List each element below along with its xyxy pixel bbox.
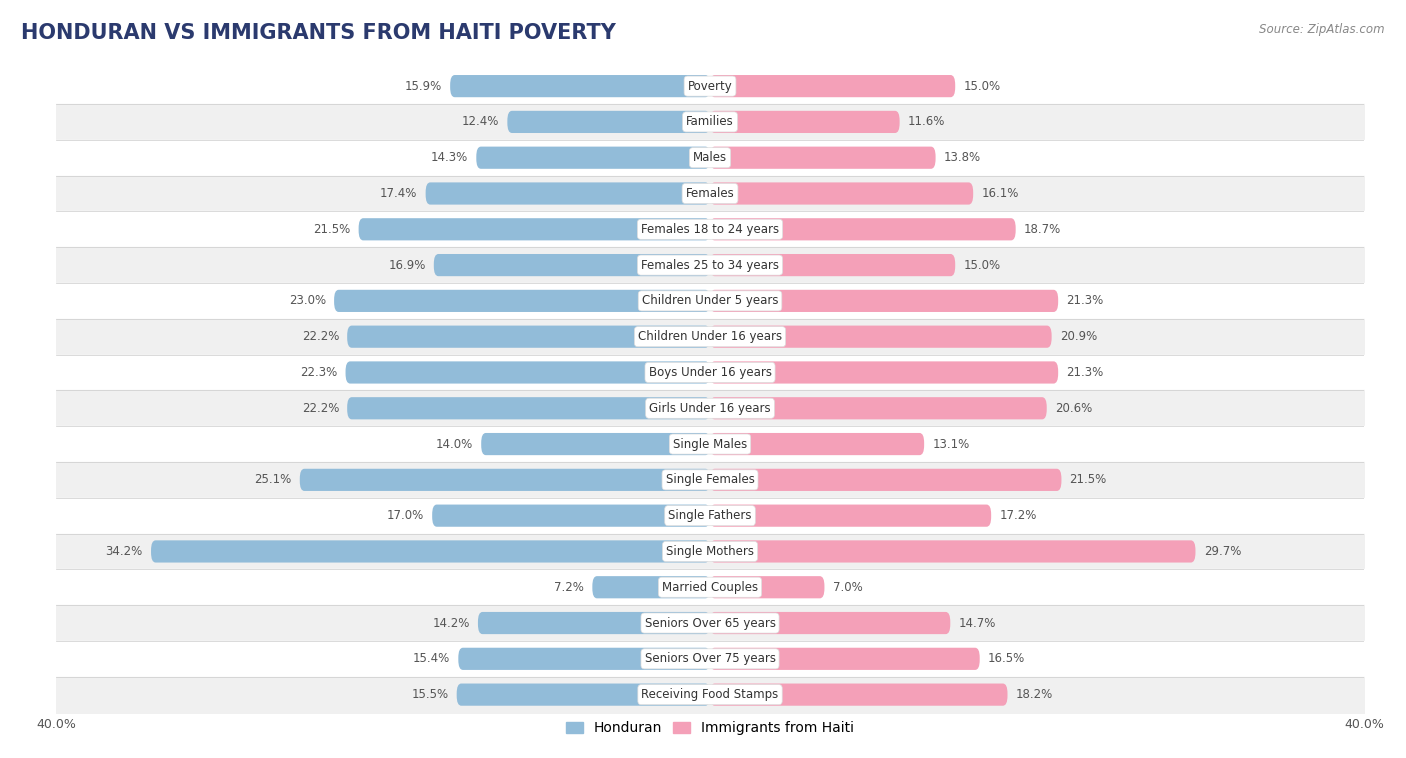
Text: Single Mothers: Single Mothers: [666, 545, 754, 558]
FancyBboxPatch shape: [426, 183, 710, 205]
Text: Seniors Over 65 years: Seniors Over 65 years: [644, 616, 776, 630]
Text: Poverty: Poverty: [688, 80, 733, 92]
Text: 21.3%: 21.3%: [1066, 366, 1104, 379]
Text: Females: Females: [686, 187, 734, 200]
Text: 17.2%: 17.2%: [1000, 509, 1036, 522]
Text: 14.0%: 14.0%: [436, 437, 472, 450]
Text: 22.2%: 22.2%: [302, 330, 339, 343]
Text: 15.0%: 15.0%: [963, 258, 1001, 271]
FancyBboxPatch shape: [335, 290, 710, 312]
Text: 14.3%: 14.3%: [430, 151, 468, 164]
Text: Single Males: Single Males: [673, 437, 747, 450]
Text: Boys Under 16 years: Boys Under 16 years: [648, 366, 772, 379]
FancyBboxPatch shape: [710, 468, 1062, 491]
Text: 15.9%: 15.9%: [405, 80, 441, 92]
FancyBboxPatch shape: [299, 468, 710, 491]
Text: Children Under 16 years: Children Under 16 years: [638, 330, 782, 343]
FancyBboxPatch shape: [710, 326, 1052, 348]
Text: 20.6%: 20.6%: [1054, 402, 1092, 415]
Text: 15.0%: 15.0%: [963, 80, 1001, 92]
Text: 22.2%: 22.2%: [302, 402, 339, 415]
FancyBboxPatch shape: [710, 75, 955, 97]
Text: Males: Males: [693, 151, 727, 164]
FancyBboxPatch shape: [347, 326, 710, 348]
FancyBboxPatch shape: [481, 433, 710, 455]
Text: 23.0%: 23.0%: [288, 294, 326, 308]
Text: 12.4%: 12.4%: [461, 115, 499, 128]
Text: 7.2%: 7.2%: [554, 581, 583, 594]
Legend: Honduran, Immigrants from Haiti: Honduran, Immigrants from Haiti: [561, 716, 859, 741]
Text: 18.2%: 18.2%: [1015, 688, 1053, 701]
FancyBboxPatch shape: [346, 362, 710, 384]
FancyBboxPatch shape: [458, 648, 710, 670]
FancyBboxPatch shape: [710, 290, 1059, 312]
Text: 16.5%: 16.5%: [988, 653, 1025, 666]
Text: Receiving Food Stamps: Receiving Food Stamps: [641, 688, 779, 701]
FancyBboxPatch shape: [710, 540, 1195, 562]
Text: 11.6%: 11.6%: [908, 115, 945, 128]
Text: Married Couples: Married Couples: [662, 581, 758, 594]
Text: 20.9%: 20.9%: [1060, 330, 1097, 343]
FancyBboxPatch shape: [477, 146, 710, 169]
Text: 16.1%: 16.1%: [981, 187, 1019, 200]
FancyBboxPatch shape: [434, 254, 710, 276]
FancyBboxPatch shape: [710, 183, 973, 205]
Text: 15.5%: 15.5%: [412, 688, 449, 701]
FancyBboxPatch shape: [710, 218, 1015, 240]
FancyBboxPatch shape: [508, 111, 710, 133]
Text: 14.2%: 14.2%: [433, 616, 470, 630]
FancyBboxPatch shape: [710, 648, 980, 670]
FancyBboxPatch shape: [710, 433, 924, 455]
Text: 21.3%: 21.3%: [1066, 294, 1104, 308]
Text: Single Fathers: Single Fathers: [668, 509, 752, 522]
Text: 13.1%: 13.1%: [932, 437, 970, 450]
FancyBboxPatch shape: [710, 576, 824, 598]
FancyBboxPatch shape: [710, 111, 900, 133]
FancyBboxPatch shape: [710, 254, 955, 276]
FancyBboxPatch shape: [457, 684, 710, 706]
Text: 21.5%: 21.5%: [314, 223, 350, 236]
FancyBboxPatch shape: [359, 218, 710, 240]
FancyBboxPatch shape: [432, 505, 710, 527]
Text: Females 25 to 34 years: Females 25 to 34 years: [641, 258, 779, 271]
Text: 17.4%: 17.4%: [380, 187, 418, 200]
Text: 17.0%: 17.0%: [387, 509, 425, 522]
FancyBboxPatch shape: [710, 397, 1046, 419]
Text: Families: Families: [686, 115, 734, 128]
Text: Children Under 5 years: Children Under 5 years: [641, 294, 779, 308]
Text: Single Females: Single Females: [665, 473, 755, 487]
FancyBboxPatch shape: [150, 540, 710, 562]
Text: 34.2%: 34.2%: [105, 545, 143, 558]
Text: 18.7%: 18.7%: [1024, 223, 1062, 236]
FancyBboxPatch shape: [710, 146, 935, 169]
Text: 16.9%: 16.9%: [388, 258, 426, 271]
Text: Source: ZipAtlas.com: Source: ZipAtlas.com: [1260, 23, 1385, 36]
Text: 29.7%: 29.7%: [1204, 545, 1241, 558]
Text: Seniors Over 75 years: Seniors Over 75 years: [644, 653, 776, 666]
Text: 7.0%: 7.0%: [832, 581, 862, 594]
FancyBboxPatch shape: [478, 612, 710, 634]
Text: HONDURAN VS IMMIGRANTS FROM HAITI POVERTY: HONDURAN VS IMMIGRANTS FROM HAITI POVERT…: [21, 23, 616, 42]
FancyBboxPatch shape: [710, 612, 950, 634]
FancyBboxPatch shape: [450, 75, 710, 97]
Text: 25.1%: 25.1%: [254, 473, 291, 487]
FancyBboxPatch shape: [592, 576, 710, 598]
Text: 14.7%: 14.7%: [959, 616, 995, 630]
FancyBboxPatch shape: [347, 397, 710, 419]
Text: 13.8%: 13.8%: [943, 151, 981, 164]
FancyBboxPatch shape: [710, 505, 991, 527]
Text: 15.4%: 15.4%: [413, 653, 450, 666]
FancyBboxPatch shape: [710, 362, 1059, 384]
Text: 22.3%: 22.3%: [299, 366, 337, 379]
Text: 21.5%: 21.5%: [1070, 473, 1107, 487]
Text: Females 18 to 24 years: Females 18 to 24 years: [641, 223, 779, 236]
FancyBboxPatch shape: [710, 684, 1008, 706]
Text: Girls Under 16 years: Girls Under 16 years: [650, 402, 770, 415]
